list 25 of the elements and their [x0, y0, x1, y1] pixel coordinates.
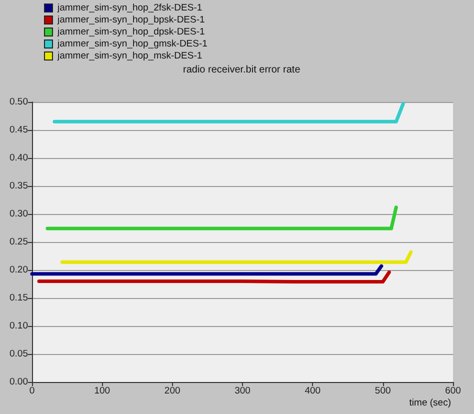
y-tick-label: 0.35: [10, 180, 28, 192]
y-tick-label: 0.25: [10, 236, 28, 248]
x-axis-title: time (sec): [409, 398, 451, 408]
x-tick-label: 600: [445, 386, 461, 396]
y-tick-label: 0.00: [10, 376, 28, 388]
legend-label: jammer_sim-syn_hop_dpsk-DES-1: [56, 26, 205, 38]
y-tick-label: 0.10: [10, 320, 28, 332]
y-tick-label: 0.05: [10, 348, 28, 360]
y-tick-label: 0.40: [10, 152, 28, 164]
x-tick-label: 200: [164, 386, 180, 396]
y-tick-label: 0.15: [10, 292, 28, 304]
x-tick-label: 400: [304, 386, 321, 396]
legend-label: jammer_sim-syn_hop_gmsk-DES-1: [56, 38, 208, 50]
y-tick-label: 0.50: [10, 96, 28, 108]
x-tick-label: 500: [374, 386, 391, 396]
legend-label: jammer_sim-syn_hop_bpsk-DES-1: [56, 14, 205, 26]
legend-label: jammer_sim-syn_hop_msk-DES-1: [56, 50, 202, 62]
chart-title: radio receiver.bit error rate: [183, 64, 301, 76]
x-tick-label: 0: [29, 386, 35, 396]
y-tick-label: 0.30: [10, 208, 28, 220]
y-tick-label: 0.45: [10, 124, 28, 136]
x-tick-label: 100: [94, 386, 110, 396]
x-tick-label: 300: [234, 386, 250, 396]
legend-label: jammer_sim-syn_hop_2fsk-DES-1: [56, 2, 202, 14]
y-tick-label: 0.20: [10, 264, 28, 276]
